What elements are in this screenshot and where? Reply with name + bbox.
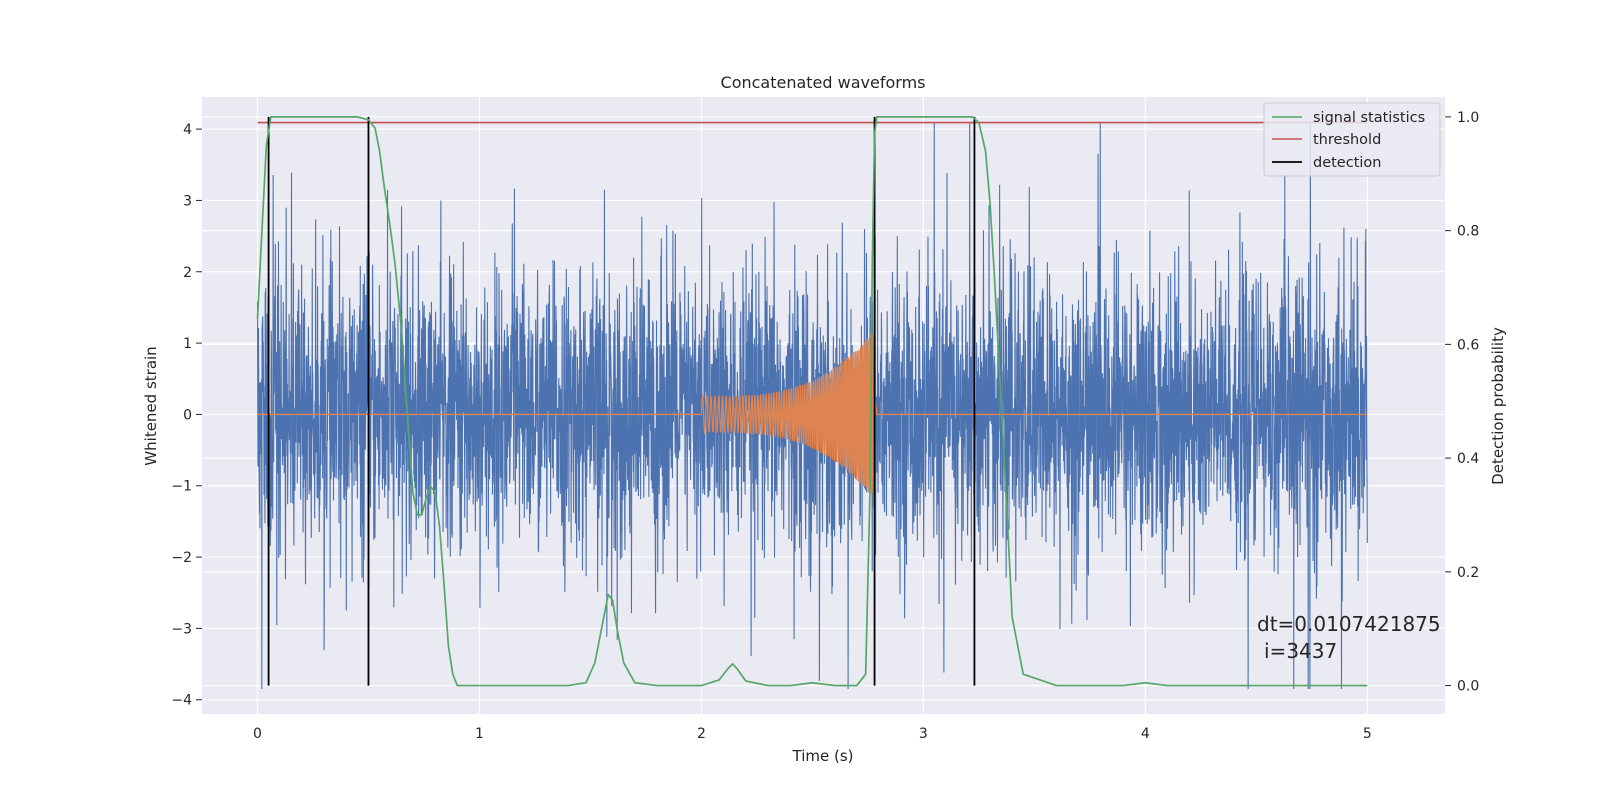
y-left-tick-label: 2 [183, 265, 192, 281]
noise-line [256, 121, 1368, 690]
signal-statistics-line [256, 116, 1368, 687]
y-right-tick-label: 0.8 [1457, 224, 1479, 240]
y-left-tick-label: −1 [171, 479, 192, 495]
y-right-tick-label: 0.6 [1457, 337, 1479, 353]
annotation-dt: dt=0.0107421875 [1257, 612, 1441, 636]
legend-label-signal: signal statistics [1313, 110, 1425, 126]
x-tick-label: 5 [1363, 726, 1372, 742]
x-tick-label: 1 [475, 726, 484, 742]
chart-title: Concatenated waveforms [721, 73, 926, 92]
x-tick-label: 4 [1141, 726, 1150, 742]
x-tick-label: 2 [697, 726, 706, 742]
y-left-tick-label: 1 [183, 336, 192, 352]
y-axis-left-label: Whitened strain [142, 346, 160, 465]
x-axis-label: Time (s) [792, 747, 854, 765]
y-left-tick-label: 0 [183, 407, 192, 423]
legend-label-detection: detection [1313, 155, 1381, 171]
legend-box [1263, 102, 1441, 177]
y-left-tick-label: −2 [171, 550, 192, 566]
y-left-tick-label: −4 [171, 693, 192, 709]
y-left-tick-label: 4 [183, 122, 192, 138]
legend: signal statistics threshold detection [1263, 102, 1441, 177]
annotation-i: i=3437 [1264, 639, 1337, 663]
right-axis-series [256, 116, 1368, 687]
y-left-tick-label: 3 [183, 193, 192, 209]
chirp-series [257, 330, 1368, 499]
y-right-tick-label: 0.0 [1457, 679, 1479, 695]
y-right-tick-label: 1.0 [1457, 110, 1479, 126]
chirp-line [257, 330, 1368, 499]
tick-labels: 0 1 2 3 4 5 4 3 2 1 0 −1 −2 −3 −4 1.0 0.8 0.6 0.4 0.2 0.0 [171, 110, 1479, 742]
legend-label-threshold: threshold [1313, 132, 1381, 148]
y-left-tick-label: −3 [171, 621, 192, 637]
y-right-tick-label: 0.2 [1457, 565, 1479, 581]
y-right-tick-label: 0.4 [1457, 451, 1479, 467]
x-tick-label: 3 [919, 726, 928, 742]
y-axis-right-label: Detection probability [1489, 327, 1507, 485]
noise-series [256, 121, 1368, 690]
annotation: dt=0.0107421875 i=3437 [1257, 612, 1441, 663]
x-tick-label: 0 [253, 726, 262, 742]
